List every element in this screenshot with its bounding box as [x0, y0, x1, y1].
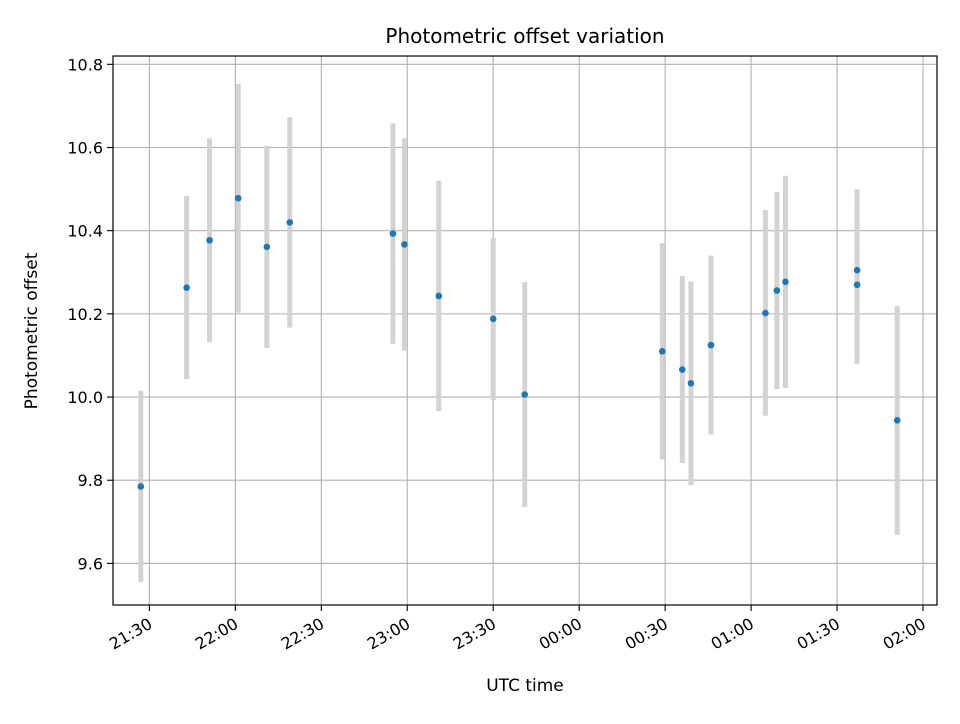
data-point	[435, 292, 443, 300]
y-axis: 9.6 9.8 10.0 10.2 10.4 10.6 10.8	[67, 55, 113, 573]
y-tick-label: 9.8	[78, 471, 103, 490]
data-point	[286, 219, 294, 226]
data-point	[782, 278, 789, 286]
data-point	[853, 266, 861, 274]
data-point	[489, 315, 497, 323]
y-tick-label: 10.8	[67, 55, 103, 74]
y-tick-label: 10.0	[67, 388, 103, 407]
data-point	[401, 241, 408, 248]
x-axis-label: UTC time	[486, 676, 564, 696]
y-tick-label: 10.4	[67, 222, 103, 241]
data-point	[707, 341, 715, 349]
y-axis-label: Photometric offset	[22, 252, 42, 409]
y-tick-label: 10.6	[67, 139, 103, 158]
data-point	[853, 281, 861, 289]
data-point	[263, 243, 271, 251]
data-point	[137, 483, 145, 490]
y-tick-label: 9.6	[78, 554, 103, 573]
data-point	[521, 391, 529, 398]
data-point	[658, 347, 666, 355]
chart-title: Photometric offset variation	[385, 24, 664, 48]
plot-frame	[112, 55, 938, 606]
data-point	[679, 366, 686, 373]
data-point	[687, 380, 695, 387]
data-point	[893, 417, 901, 424]
data-points	[137, 194, 901, 490]
data-point	[773, 287, 781, 294]
data-point	[234, 194, 242, 202]
data-point	[183, 284, 190, 291]
data-point	[389, 230, 397, 237]
data-point	[762, 309, 769, 317]
data-point	[206, 236, 213, 244]
y-tick-label: 10.2	[67, 305, 103, 324]
